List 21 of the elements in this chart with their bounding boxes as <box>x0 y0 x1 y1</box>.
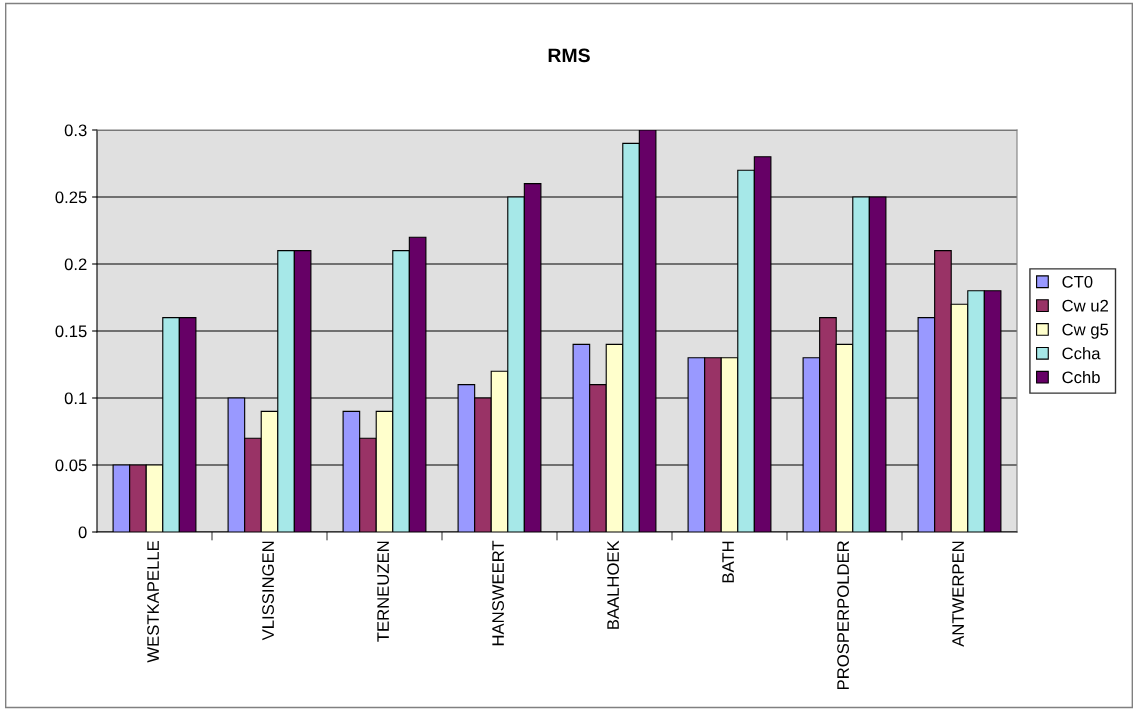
y-tick-label: 0.25 <box>55 191 87 204</box>
x-tick-label: ANTWERPEN <box>952 541 964 647</box>
legend-label: CT0 <box>1062 275 1093 288</box>
x-tick-label: WESTKAPELLE <box>147 541 159 663</box>
chart-title: RMS <box>548 48 590 63</box>
legend-label: Cw g5 <box>1062 323 1109 339</box>
x-tick-label: HANSWEERT <box>492 540 504 646</box>
x-tick-label: BATH <box>722 541 734 583</box>
x-tick-label: BAALHOEK <box>607 540 619 629</box>
legend-label: Ccha <box>1062 347 1101 360</box>
legend-label: Cw u2 <box>1062 299 1108 312</box>
x-tick-label: PROSPERPOLDER <box>837 541 849 690</box>
y-tick-label: 0.05 <box>55 459 87 472</box>
y-tick-label: 0.3 <box>64 124 87 137</box>
y-tick-label: 0.15 <box>55 325 87 338</box>
y-tick-label: 0.2 <box>64 258 87 271</box>
y-tick-label: 0.1 <box>64 392 87 405</box>
legend-label: Cchb <box>1062 370 1100 384</box>
x-tick-label: VLISSINGEN <box>262 541 274 641</box>
y-tick-label: 0 <box>78 526 87 539</box>
x-tick-label: TERNEUZEN <box>377 541 389 642</box>
